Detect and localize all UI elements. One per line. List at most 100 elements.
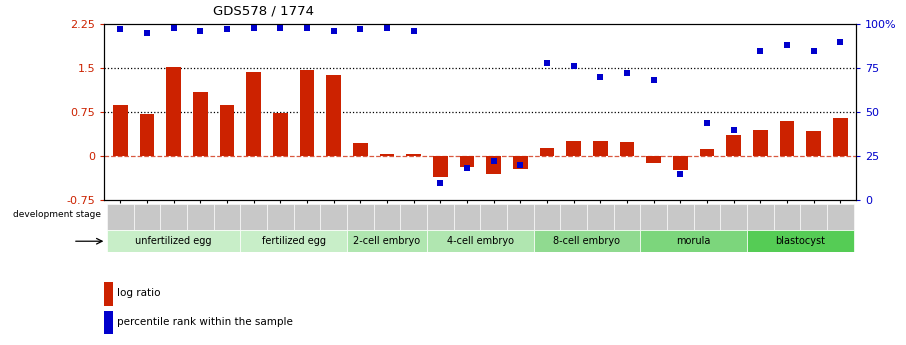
Bar [104,282,113,306]
Point [727,127,741,132]
Bar [774,204,800,230]
Bar [747,204,774,230]
Bar [693,204,720,230]
Bar [534,230,641,252]
Bar [673,156,688,170]
Point [353,27,368,32]
Point [699,120,714,126]
Text: 8-cell embryo: 8-cell embryo [554,236,621,246]
Point [219,27,234,32]
Bar [380,154,394,156]
Text: 4-cell embryo: 4-cell embryo [447,236,514,246]
Bar [560,204,587,230]
Bar [104,311,113,334]
Point [593,74,607,80]
Bar [294,204,320,230]
Bar [166,67,181,156]
Point [300,25,314,30]
Bar [587,204,613,230]
Bar [214,204,240,230]
Point [406,28,420,34]
Bar [347,230,427,252]
Bar [160,204,187,230]
Bar [240,204,267,230]
Point [273,25,287,30]
Bar [140,114,154,156]
Bar [187,204,214,230]
Bar [427,230,534,252]
Point [113,27,128,32]
Point [167,25,181,30]
Bar [487,156,501,174]
Bar [107,230,240,252]
Point [246,25,261,30]
Bar [753,130,767,156]
Bar [107,204,133,230]
Point [487,159,501,164]
Text: blastocyst: blastocyst [776,236,825,246]
Bar [699,149,714,156]
Text: unfertilized egg: unfertilized egg [135,236,212,246]
Bar [593,141,608,156]
Bar [273,113,287,156]
Bar [427,204,454,230]
Bar [534,204,560,230]
Bar [193,92,207,156]
Point [646,78,660,83]
Text: GDS578 / 1774: GDS578 / 1774 [213,4,313,17]
Bar [539,148,554,156]
Text: development stage: development stage [13,210,101,219]
Point [433,180,448,185]
Bar [506,204,534,230]
Bar [513,156,527,169]
Bar [833,118,847,156]
Point [620,71,634,76]
Point [140,30,154,36]
Bar [433,156,448,177]
Bar [720,204,747,230]
Bar [667,204,693,230]
Point [833,39,847,45]
Bar [800,204,827,230]
Text: percentile rank within the sample: percentile rank within the sample [117,317,294,327]
Bar [566,141,581,156]
Bar [827,204,853,230]
Point [806,48,821,53]
Point [566,63,581,69]
Point [540,60,554,66]
Bar [347,204,373,230]
Point [513,162,527,168]
Bar [454,204,480,230]
Bar [400,204,427,230]
Bar [326,75,341,156]
Bar [133,204,160,230]
Point [326,28,341,34]
Point [779,42,794,48]
Bar [373,204,400,230]
Point [380,25,394,30]
Bar [267,204,294,230]
Bar [646,156,660,163]
Bar [613,204,641,230]
Bar [641,204,667,230]
Bar [806,131,821,156]
Text: fertilized egg: fertilized egg [262,236,325,246]
Text: morula: morula [676,236,710,246]
Bar [747,230,853,252]
Bar [727,135,741,156]
Bar [459,156,474,167]
Bar [352,142,368,156]
Bar [779,121,795,156]
Text: log ratio: log ratio [117,288,160,298]
Point [193,28,207,34]
Bar [406,154,421,156]
Text: 2-cell embryo: 2-cell embryo [353,236,420,246]
Bar [219,105,234,156]
Bar [620,142,634,156]
Bar [246,72,261,156]
Bar [641,230,747,252]
Point [753,48,767,53]
Bar [300,70,314,156]
Point [673,171,688,177]
Bar [480,204,506,230]
